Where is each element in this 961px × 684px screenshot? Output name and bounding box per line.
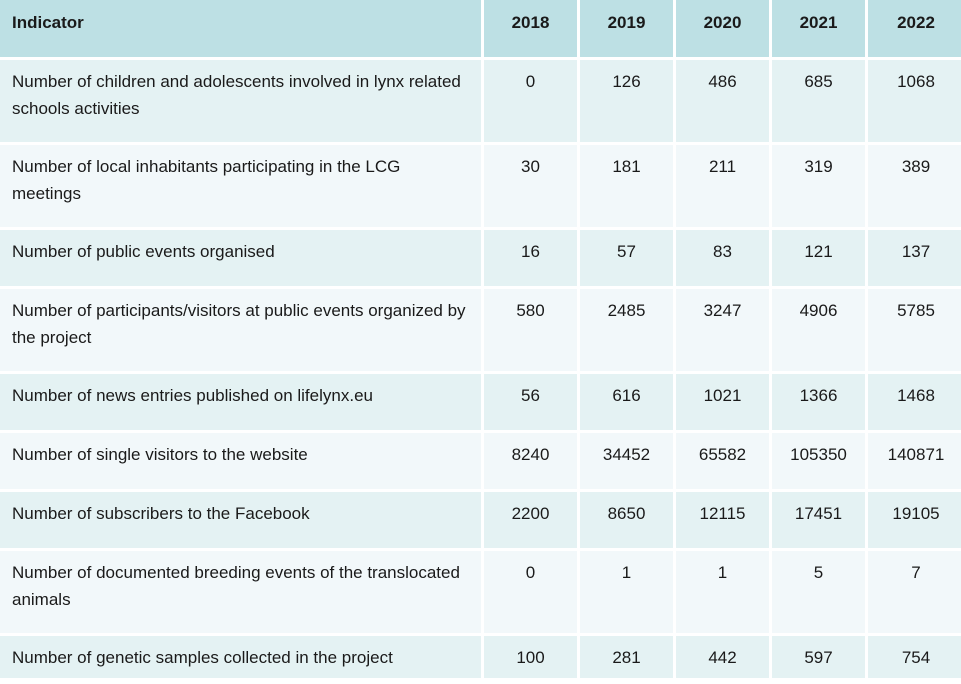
value-cell: 1068 (868, 60, 961, 142)
value-cell: 580 (484, 289, 577, 371)
value-cell: 7 (868, 551, 961, 633)
value-cell: 1366 (772, 374, 865, 430)
value-cell: 30 (484, 145, 577, 227)
indicator-cell: Number of news entries published on life… (0, 374, 481, 430)
value-cell: 1021 (676, 374, 769, 430)
value-cell: 442 (676, 636, 769, 678)
value-cell: 4906 (772, 289, 865, 371)
value-cell: 17451 (772, 492, 865, 548)
header-row: Indicator 2018 2019 2020 2021 2022 (0, 0, 961, 57)
value-cell: 389 (868, 145, 961, 227)
header-year-2018: 2018 (484, 0, 577, 57)
table-row: Number of documented breeding events of … (0, 551, 961, 633)
value-cell: 126 (580, 60, 673, 142)
value-cell: 137 (868, 230, 961, 286)
header-year-2020: 2020 (676, 0, 769, 57)
value-cell: 616 (580, 374, 673, 430)
indicator-cell: Number of public events organised (0, 230, 481, 286)
indicator-cell: Number of single visitors to the website (0, 433, 481, 489)
indicator-cell: Number of participants/visitors at publi… (0, 289, 481, 371)
indicator-cell: Number of subscribers to the Facebook (0, 492, 481, 548)
value-cell: 281 (580, 636, 673, 678)
value-cell: 8240 (484, 433, 577, 489)
value-cell: 57 (580, 230, 673, 286)
indicator-cell: Number of genetic samples collected in t… (0, 636, 481, 678)
value-cell: 19105 (868, 492, 961, 548)
value-cell: 1 (580, 551, 673, 633)
indicator-cell: Number of local inhabitants participatin… (0, 145, 481, 227)
value-cell: 597 (772, 636, 865, 678)
value-cell: 3247 (676, 289, 769, 371)
header-indicator: Indicator (0, 0, 481, 57)
value-cell: 83 (676, 230, 769, 286)
value-cell: 12115 (676, 492, 769, 548)
value-cell: 2200 (484, 492, 577, 548)
table-row: Number of public events organised 16 57 … (0, 230, 961, 286)
value-cell: 5 (772, 551, 865, 633)
table-row: Number of genetic samples collected in t… (0, 636, 961, 678)
header-year-2019: 2019 (580, 0, 673, 57)
indicator-cell: Number of children and adolescents invol… (0, 60, 481, 142)
value-cell: 319 (772, 145, 865, 227)
value-cell: 65582 (676, 433, 769, 489)
table-row: Number of subscribers to the Facebook 22… (0, 492, 961, 548)
value-cell: 105350 (772, 433, 865, 489)
value-cell: 0 (484, 60, 577, 142)
value-cell: 1468 (868, 374, 961, 430)
value-cell: 754 (868, 636, 961, 678)
header-year-2022: 2022 (868, 0, 961, 57)
indicator-cell: Number of documented breeding events of … (0, 551, 481, 633)
header-year-2021: 2021 (772, 0, 865, 57)
value-cell: 211 (676, 145, 769, 227)
value-cell: 486 (676, 60, 769, 142)
value-cell: 16 (484, 230, 577, 286)
value-cell: 0 (484, 551, 577, 633)
table-row: Number of news entries published on life… (0, 374, 961, 430)
table-row: Number of children and adolescents invol… (0, 60, 961, 142)
value-cell: 685 (772, 60, 865, 142)
value-cell: 8650 (580, 492, 673, 548)
table-row: Number of participants/visitors at publi… (0, 289, 961, 371)
value-cell: 140871 (868, 433, 961, 489)
value-cell: 181 (580, 145, 673, 227)
value-cell: 56 (484, 374, 577, 430)
value-cell: 1 (676, 551, 769, 633)
value-cell: 100 (484, 636, 577, 678)
table-row: Number of single visitors to the website… (0, 433, 961, 489)
value-cell: 2485 (580, 289, 673, 371)
value-cell: 121 (772, 230, 865, 286)
value-cell: 5785 (868, 289, 961, 371)
table-row: Number of local inhabitants participatin… (0, 145, 961, 227)
value-cell: 34452 (580, 433, 673, 489)
